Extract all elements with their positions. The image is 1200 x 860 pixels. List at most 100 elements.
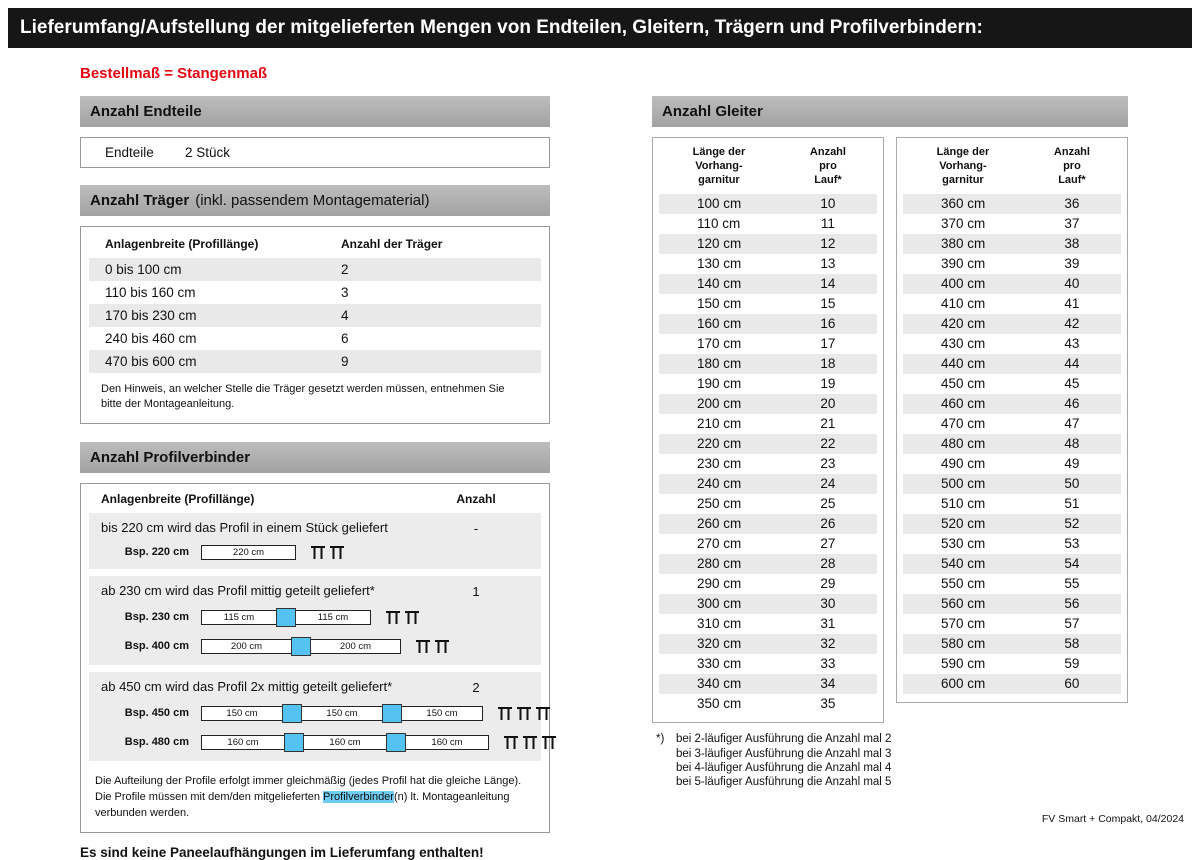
count-cell: 12 (820, 236, 836, 252)
count-cell: 53 (1064, 536, 1080, 552)
range-cell: 110 bis 160 cm (105, 285, 196, 300)
length-cell: 260 cm (697, 516, 742, 532)
profilverbinder-header-title: Anzahl Profilverbinder (90, 448, 251, 466)
table-row: 300 cm 30 (659, 594, 877, 615)
length-cell: 200 cm (697, 396, 742, 412)
table-row: 100 cm 10 (659, 194, 877, 215)
bracket-icon (517, 706, 531, 720)
table-row: 190 cm 19 (659, 374, 877, 394)
length-cell: 390 cm (941, 256, 986, 272)
count-cell: 34 (820, 676, 836, 692)
count-cell: 14 (820, 276, 836, 292)
paneel-note: Es sind keine Paneelaufhängungen im Lief… (80, 844, 484, 860)
length-cell: 430 cm (941, 336, 986, 352)
count-cell: 20 (820, 396, 836, 412)
col-laenge: Länge der Vorhang- garnitur (936, 146, 990, 186)
count-cell: 56 (1064, 596, 1080, 612)
bracket-icons (415, 639, 450, 654)
profile-segment: 150 cm (201, 705, 283, 721)
count-cell: 35 (820, 696, 836, 712)
count-cell: 58 (1064, 636, 1080, 652)
table-row: 570 cm 57 (903, 614, 1121, 634)
count-cell: 11 (820, 216, 835, 232)
length-cell: 230 cm (697, 456, 742, 472)
footnote-marker (656, 747, 676, 761)
profile-segment: 200 cm (310, 638, 401, 654)
table-row: 140 cm 14 (659, 274, 877, 295)
example-label: Bsp. 480 cm (124, 736, 189, 749)
note-highlight: Profilverbinder (323, 790, 394, 803)
count-cell: 59 (1064, 656, 1080, 672)
count-cell: 48 (1064, 436, 1080, 452)
left-column: Anzahl Endteile Endteile 2 Stück Anzahl … (80, 96, 556, 860)
endteile-label: Endteile (105, 145, 154, 160)
length-cell: 120 cm (697, 236, 742, 252)
length-cell: 570 cm (941, 616, 986, 632)
length-cell: 440 cm (941, 356, 986, 372)
bracket-icon (498, 706, 512, 720)
length-cell: 500 cm (941, 476, 986, 492)
table-row: 530 cm 53 (903, 534, 1121, 554)
count-cell: 13 (820, 256, 836, 272)
traeger-section-header: Anzahl Träger (inkl. passendem Montagema… (80, 185, 550, 216)
count-cell: 57 (1064, 616, 1080, 632)
col-anlagenbreite: Anlagenbreite (Profillänge) (105, 237, 259, 251)
col-laenge: Länge der Vorhang- garnitur (692, 146, 746, 186)
length-cell: 310 cm (697, 616, 742, 632)
table-row: 560 cm 56 (903, 594, 1121, 615)
traeger-table-rows: 0 bis 100 cm 2 110 bis 160 cm 3 170 bis 230 … (81, 258, 549, 373)
table-row: 360 cm 36 (903, 194, 1121, 215)
pv-section-heading: ab 230 cm wird das Profil mittig geteilt… (101, 582, 375, 598)
profile-segment: 160 cm (201, 734, 285, 750)
table-row: 170 cm 17 (659, 334, 877, 354)
count-cell: 18 (820, 356, 836, 372)
footnote-text: bei 3-läufiger Ausführung die Anzahl mal… (676, 747, 892, 760)
col-anzahl-traeger: Anzahl der Träger (341, 237, 443, 251)
length-cell: 470 cm (941, 416, 986, 432)
footnote-line: bei 5-läufiger Ausführung die Anzahl mal… (656, 775, 1128, 789)
table-row: 260 cm 26 (659, 514, 877, 535)
length-cell: 420 cm (941, 316, 986, 332)
gleiter-header-title: Anzahl Gleiter (662, 103, 763, 120)
count-cell: 21 (820, 416, 836, 432)
length-cell: 480 cm (941, 436, 986, 452)
length-cell: 140 cm (697, 276, 742, 292)
table-row: 380 cm 38 (903, 234, 1121, 255)
profilverbinder-table: Anlagenbreite (Profillänge) Anzahl bis 2… (80, 482, 556, 833)
length-cell: 170 cm (697, 336, 742, 352)
profile-segment: 115 cm (295, 609, 371, 625)
profile-example: Bsp. 450 cm 150 cm 150 cm 150 cm (89, 703, 550, 723)
length-cell: 380 cm (941, 236, 986, 252)
count-cell: 15 (820, 296, 836, 312)
count-cell: 37 (1064, 216, 1080, 232)
count-cell: 52 (1064, 516, 1080, 532)
count-cell: 39 (1064, 256, 1080, 272)
gleiter-table-2: Länge der Vorhang- garnitur Anzahl pro L… (896, 137, 1128, 704)
range-cell: 170 bis 230 cm (105, 308, 197, 323)
table-row: 520 cm 52 (903, 514, 1121, 535)
profile-connector-icon (382, 703, 402, 723)
profile-segment: 150 cm (401, 705, 483, 721)
endteile-header-title: Anzahl Endteile (90, 103, 202, 120)
table-row: 580 cm 58 (903, 634, 1121, 655)
length-cell: 210 cm (697, 416, 742, 432)
count-cell: 29 (820, 576, 836, 592)
gleiter-table-2-header: Länge der Vorhang- garnitur Anzahl pro L… (903, 144, 1121, 194)
bracket-icon (435, 639, 449, 653)
table-row: 480 cm 48 (903, 434, 1121, 455)
footnote-line: bei 3-läufiger Ausführung die Anzahl mal… (656, 747, 1128, 761)
profile-diagram: 150 cm 150 cm 150 cm (201, 703, 551, 723)
count-cell: 19 (820, 376, 836, 392)
table-row: 490 cm 49 (903, 454, 1121, 474)
length-cell: 130 cm (697, 256, 742, 272)
table-row: 220 cm 22 (659, 434, 877, 455)
gleiter-table-2-rows: 360 cm 36 370 cm 37 380 cm 38 390 cm 39 400 cm 40… (903, 194, 1121, 695)
count-cell: 42 (1064, 316, 1080, 332)
count-cell: 17 (820, 336, 836, 352)
bracket-icon (523, 735, 537, 749)
count-cell: 54 (1064, 556, 1080, 572)
count-cell: 30 (820, 596, 836, 612)
gleiter-section-header: Anzahl Gleiter (652, 96, 1128, 127)
profile-example: Bsp. 220 cm 220 cm (89, 544, 541, 560)
table-row: 110 bis 160 cm 3 (89, 281, 541, 304)
